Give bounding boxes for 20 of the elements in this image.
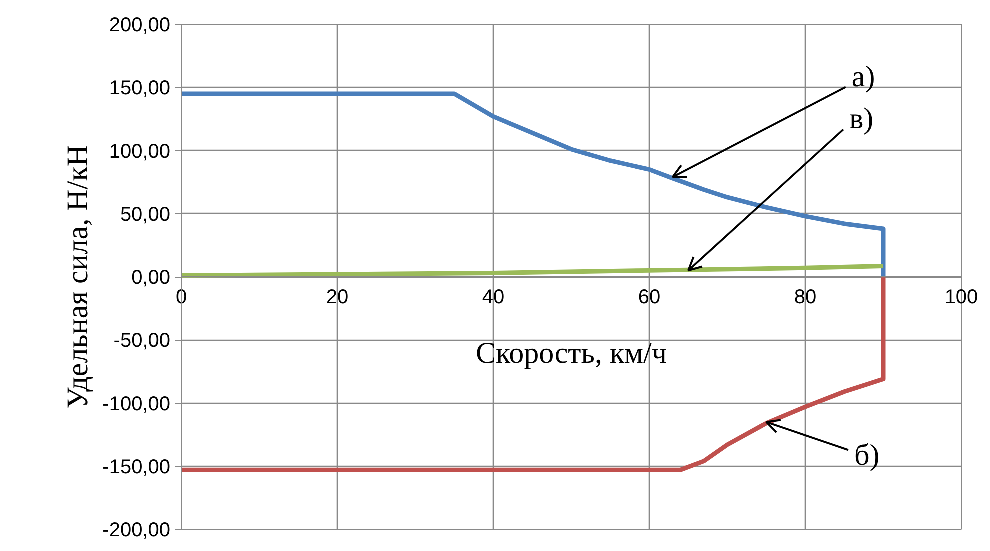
- annotation: б): [854, 439, 880, 472]
- line-series: [182, 264, 886, 278]
- x-tick-label: 60: [638, 286, 661, 308]
- y-tick-label: -150,00: [102, 456, 171, 478]
- x-tick-label: 100: [944, 286, 978, 308]
- y-tick-label: 150,00: [109, 78, 170, 100]
- x-tick-label: 80: [794, 286, 817, 308]
- y-tick-label: -200,00: [102, 520, 171, 542]
- y-axis-title: Удельная сила, Н/кН: [62, 145, 95, 409]
- x-tick-label: 40: [482, 286, 505, 308]
- y-tick-label: 0,00: [132, 267, 171, 289]
- y-tick-label: 200,00: [109, 14, 170, 36]
- annotation: в): [850, 102, 874, 136]
- y-tick-label: 100,00: [109, 140, 170, 163]
- annotation: а): [852, 60, 876, 94]
- x-axis-title: Скорость, км/ч: [476, 337, 667, 370]
- x-tick-label: 20: [326, 286, 349, 308]
- y-tick-label: -100,00: [102, 393, 171, 416]
- y-tick-label: 50,00: [120, 204, 171, 226]
- y-tick-label: -50,00: [114, 330, 171, 352]
